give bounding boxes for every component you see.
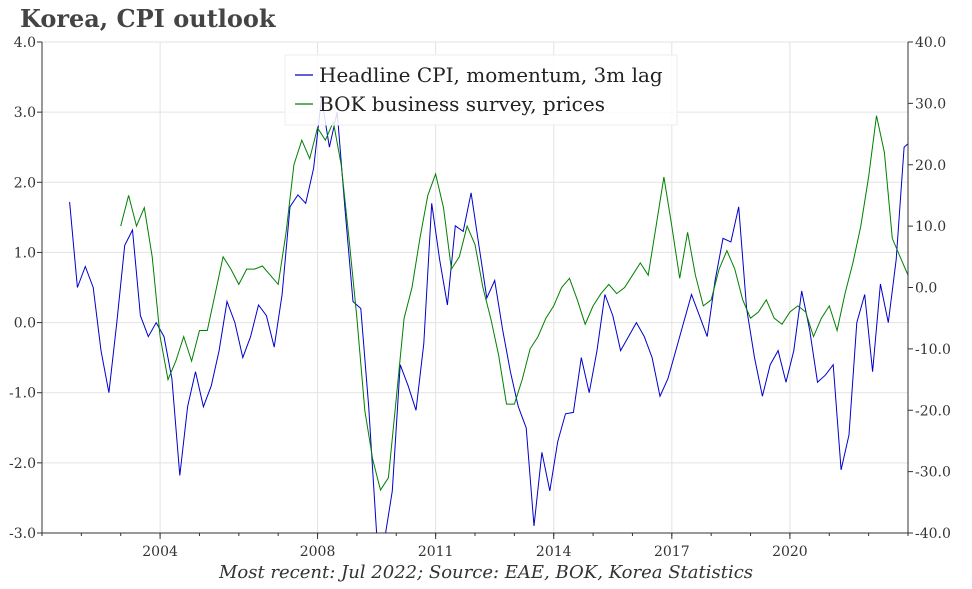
x-tick-label: 2020 xyxy=(772,544,808,560)
y-right-tick-label: -10.0 xyxy=(915,342,951,358)
y-right-tick-label: -30.0 xyxy=(915,465,951,481)
chart-source-note: Most recent: Jul 2022; Source: EAE, BOK,… xyxy=(218,562,754,583)
y-right-tick-label: -40.0 xyxy=(915,526,951,542)
y-left-tick-label: 4.0 xyxy=(14,35,36,51)
line-chart: -3.0 -2.0 -1.0 0.0 1.0 2.0 3.0 4.0 -40.0 -30.0 -20… xyxy=(9,35,951,560)
y-right-tick-label: 30.0 xyxy=(915,96,946,112)
y-right-tick-label: 20.0 xyxy=(915,158,946,174)
y-left-tick-label: 1.0 xyxy=(14,245,36,261)
y-right-tick-label: 10.0 xyxy=(915,219,946,235)
x-tick-label: 2011 xyxy=(418,544,454,560)
legend-box xyxy=(284,54,678,126)
x-tick-label: 2014 xyxy=(536,544,572,560)
x-tick-label: 2008 xyxy=(300,544,336,560)
y-left-tick-label: 3.0 xyxy=(14,105,36,121)
chart-title: Korea, CPI outlook xyxy=(20,4,276,33)
legend-label-2: BOK business survey, prices xyxy=(319,92,605,116)
y-left-tick-label: 0.0 xyxy=(14,316,36,332)
y-left-tick-label: -2.0 xyxy=(9,456,36,472)
y-left-tick-label: -1.0 xyxy=(9,386,36,402)
legend-label-1: Headline CPI, momentum, 3m lag xyxy=(319,63,663,87)
x-tick-label: 2004 xyxy=(142,544,178,560)
series-line-2 xyxy=(120,115,908,492)
y-left-tick-label: -3.0 xyxy=(9,526,36,542)
series-layer xyxy=(69,98,908,533)
x-tick-label: 2017 xyxy=(654,544,690,560)
y-left-tick-label: 2.0 xyxy=(14,175,36,191)
legend: Headline CPI, momentum, 3m lag BOK busine… xyxy=(284,54,678,126)
axes: -3.0 -2.0 -1.0 0.0 1.0 2.0 3.0 4.0 -40.0 -30.0 -20… xyxy=(9,35,951,560)
y-right-tick-label: 0.0 xyxy=(915,281,937,297)
series-line-1 xyxy=(69,98,908,533)
y-right-tick-label: -20.0 xyxy=(915,403,951,419)
y-right-tick-label: 40.0 xyxy=(915,35,946,51)
